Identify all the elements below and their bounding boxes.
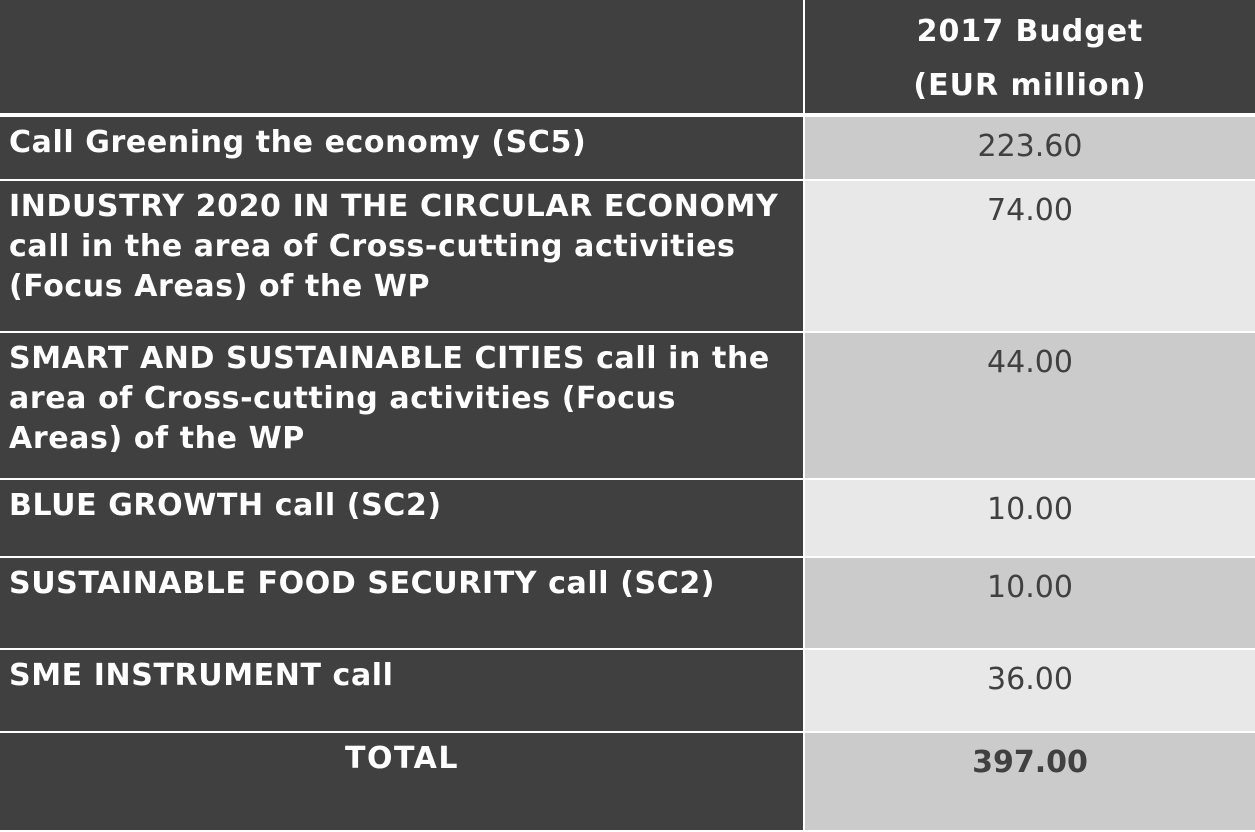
row-value: 44.00 xyxy=(804,332,1255,480)
total-row: TOTAL 397.00 xyxy=(0,732,1255,832)
table-row: INDUSTRY 2020 IN THE CIRCULAR ECONOMY ca… xyxy=(0,180,1255,333)
table-header-row: 2017 Budget (EUR million) xyxy=(0,0,1255,117)
row-label: INDUSTRY 2020 IN THE CIRCULAR ECONOMY ca… xyxy=(0,180,805,333)
table-row: SUSTAINABLE FOOD SECURITY call (SC2) 10.… xyxy=(0,557,1255,650)
row-value: 223.60 xyxy=(804,115,1255,181)
row-label: Call Greening the economy (SC5) xyxy=(0,115,805,181)
row-label: SMART AND SUSTAINABLE CITIES call in the… xyxy=(0,332,805,480)
row-value: 10.00 xyxy=(804,479,1255,558)
table-row: Call Greening the economy (SC5) 223.60 xyxy=(0,115,1255,181)
row-label: SUSTAINABLE FOOD SECURITY call (SC2) xyxy=(0,557,805,650)
header-label-cell xyxy=(0,0,805,117)
table-row: SME INSTRUMENT call 36.00 xyxy=(0,649,1255,733)
table-row: BLUE GROWTH call (SC2) 10.00 xyxy=(0,479,1255,558)
header-budget-title: 2017 Budget xyxy=(916,14,1144,49)
total-label: TOTAL xyxy=(0,732,805,832)
row-value: 36.00 xyxy=(804,649,1255,733)
header-budget-cell: 2017 Budget (EUR million) xyxy=(804,0,1255,117)
row-value: 74.00 xyxy=(804,180,1255,333)
row-label: SME INSTRUMENT call xyxy=(0,649,805,733)
total-value: 397.00 xyxy=(804,732,1255,832)
row-value: 10.00 xyxy=(804,557,1255,650)
header-budget-unit: (EUR million) xyxy=(913,68,1147,103)
row-label: BLUE GROWTH call (SC2) xyxy=(0,479,805,558)
table-row: SMART AND SUSTAINABLE CITIES call in the… xyxy=(0,332,1255,480)
